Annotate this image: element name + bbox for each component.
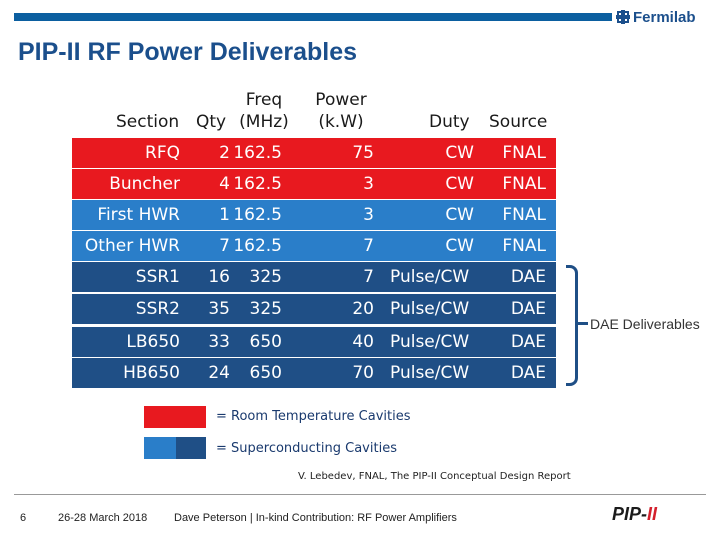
cell-qty: 24 bbox=[208, 363, 230, 383]
cell-section: RFQ bbox=[145, 143, 180, 163]
cell-duty: CW bbox=[445, 236, 474, 256]
cell-freq: 162.5 bbox=[233, 174, 282, 194]
cell-freq: 325 bbox=[249, 299, 282, 319]
header-qty: Qty bbox=[196, 112, 227, 132]
header-freq-line2: (MHz) bbox=[239, 112, 289, 132]
dae-deliverables-label: DAE Deliverables bbox=[590, 316, 700, 332]
cell-section: SSR1 bbox=[135, 267, 180, 287]
cell-duty: Pulse/CW bbox=[390, 332, 470, 352]
table-row: RFQ 2 162.5 75 CW FNAL bbox=[72, 138, 556, 168]
cell-section: Buncher bbox=[109, 174, 180, 194]
cell-source: DAE bbox=[510, 332, 546, 352]
header-freq: Freq (MHz) bbox=[231, 89, 297, 133]
legend-superconducting: = Superconducting Cavities bbox=[216, 441, 397, 456]
cell-source: FNAL bbox=[502, 205, 546, 225]
table-row: SSR2 35 325 20 Pulse/CW DAE bbox=[72, 294, 556, 324]
cell-source: FNAL bbox=[502, 236, 546, 256]
header-section: Section bbox=[116, 112, 180, 132]
fermilab-logo-icon bbox=[616, 10, 630, 24]
cell-power: 20 bbox=[352, 299, 374, 319]
cell-duty: CW bbox=[445, 174, 474, 194]
dae-bracket-pointer bbox=[578, 322, 588, 325]
pip-ii-logo: PIP-II bbox=[612, 504, 657, 525]
table-row: HB650 24 650 70 Pulse/CW DAE bbox=[72, 358, 556, 388]
header-power: Power (k.W) bbox=[310, 89, 372, 133]
cell-source: DAE bbox=[510, 363, 546, 383]
cell-power: 7 bbox=[363, 267, 374, 287]
table-row: LB650 33 650 40 Pulse/CW DAE bbox=[72, 327, 556, 357]
cell-power: 70 bbox=[352, 363, 374, 383]
cell-freq: 650 bbox=[249, 363, 282, 383]
cell-source: FNAL bbox=[502, 143, 546, 163]
header-bar bbox=[14, 13, 612, 21]
cell-qty: 33 bbox=[208, 332, 230, 352]
citation: V. Lebedev, FNAL, The PIP-II Conceptual … bbox=[298, 471, 571, 482]
cell-section: Other HWR bbox=[84, 236, 180, 256]
page-title: PIP-II RF Power Deliverables bbox=[18, 38, 358, 66]
cell-source: DAE bbox=[510, 267, 546, 287]
table-row: SSR1 16 325 7 Pulse/CW DAE bbox=[72, 262, 556, 292]
cell-freq: 650 bbox=[249, 332, 282, 352]
cell-qty: 1 bbox=[219, 205, 230, 225]
header-power-line1: Power bbox=[315, 90, 367, 110]
cell-qty: 16 bbox=[208, 267, 230, 287]
header-source: Source bbox=[489, 112, 548, 132]
cell-section: HB650 bbox=[123, 363, 180, 383]
pip-logo-main: PIP- bbox=[612, 504, 648, 524]
table-row: Other HWR 7 162.5 7 CW FNAL bbox=[72, 231, 556, 261]
cell-qty: 35 bbox=[208, 299, 230, 319]
cell-power: 40 bbox=[352, 332, 374, 352]
footer-date: 26-28 March 2018 bbox=[58, 512, 148, 524]
cell-qty: 7 bbox=[219, 236, 230, 256]
footer-divider bbox=[14, 494, 706, 495]
cell-duty: CW bbox=[445, 205, 474, 225]
fermilab-logo-text: Fermilab bbox=[633, 8, 696, 26]
cell-freq: 325 bbox=[249, 267, 282, 287]
fermilab-logo: Fermilab bbox=[616, 7, 696, 27]
cell-source: DAE bbox=[510, 299, 546, 319]
cell-freq: 162.5 bbox=[233, 236, 282, 256]
cell-source: FNAL bbox=[502, 174, 546, 194]
legend-room-temp: = Room Temperature Cavities bbox=[216, 409, 411, 424]
cell-section: First HWR bbox=[97, 205, 180, 225]
page-number: 6 bbox=[20, 512, 27, 524]
cell-freq: 162.5 bbox=[233, 205, 282, 225]
cell-power: 3 bbox=[363, 205, 374, 225]
cell-power: 75 bbox=[352, 143, 374, 163]
cell-duty: Pulse/CW bbox=[390, 363, 470, 383]
cell-qty: 2 bbox=[219, 143, 230, 163]
cell-section: SSR2 bbox=[135, 299, 180, 319]
header-freq-line1: Freq bbox=[245, 90, 283, 110]
cell-section: LB650 bbox=[126, 332, 180, 352]
footer-presenter: Dave Peterson | In-kind Contribution: RF… bbox=[174, 512, 457, 524]
header-duty: Duty bbox=[429, 112, 470, 132]
table-row: First HWR 1 162.5 3 CW FNAL bbox=[72, 200, 556, 230]
legend-swatch-superconducting-dark bbox=[176, 437, 206, 459]
cell-power: 7 bbox=[363, 236, 374, 256]
header-power-line2: (k.W) bbox=[318, 112, 364, 132]
cell-freq: 162.5 bbox=[233, 143, 282, 163]
cell-duty: CW bbox=[445, 143, 474, 163]
pip-logo-accent: II bbox=[647, 504, 658, 524]
cell-duty: Pulse/CW bbox=[390, 267, 470, 287]
cell-power: 3 bbox=[363, 174, 374, 194]
legend-swatch-superconducting-light bbox=[144, 437, 176, 459]
legend-swatch-room-temp bbox=[144, 406, 206, 428]
table-row: Buncher 4 162.5 3 CW FNAL bbox=[72, 169, 556, 199]
dae-bracket bbox=[566, 265, 578, 386]
cell-qty: 4 bbox=[219, 174, 230, 194]
cell-duty: Pulse/CW bbox=[390, 299, 470, 319]
